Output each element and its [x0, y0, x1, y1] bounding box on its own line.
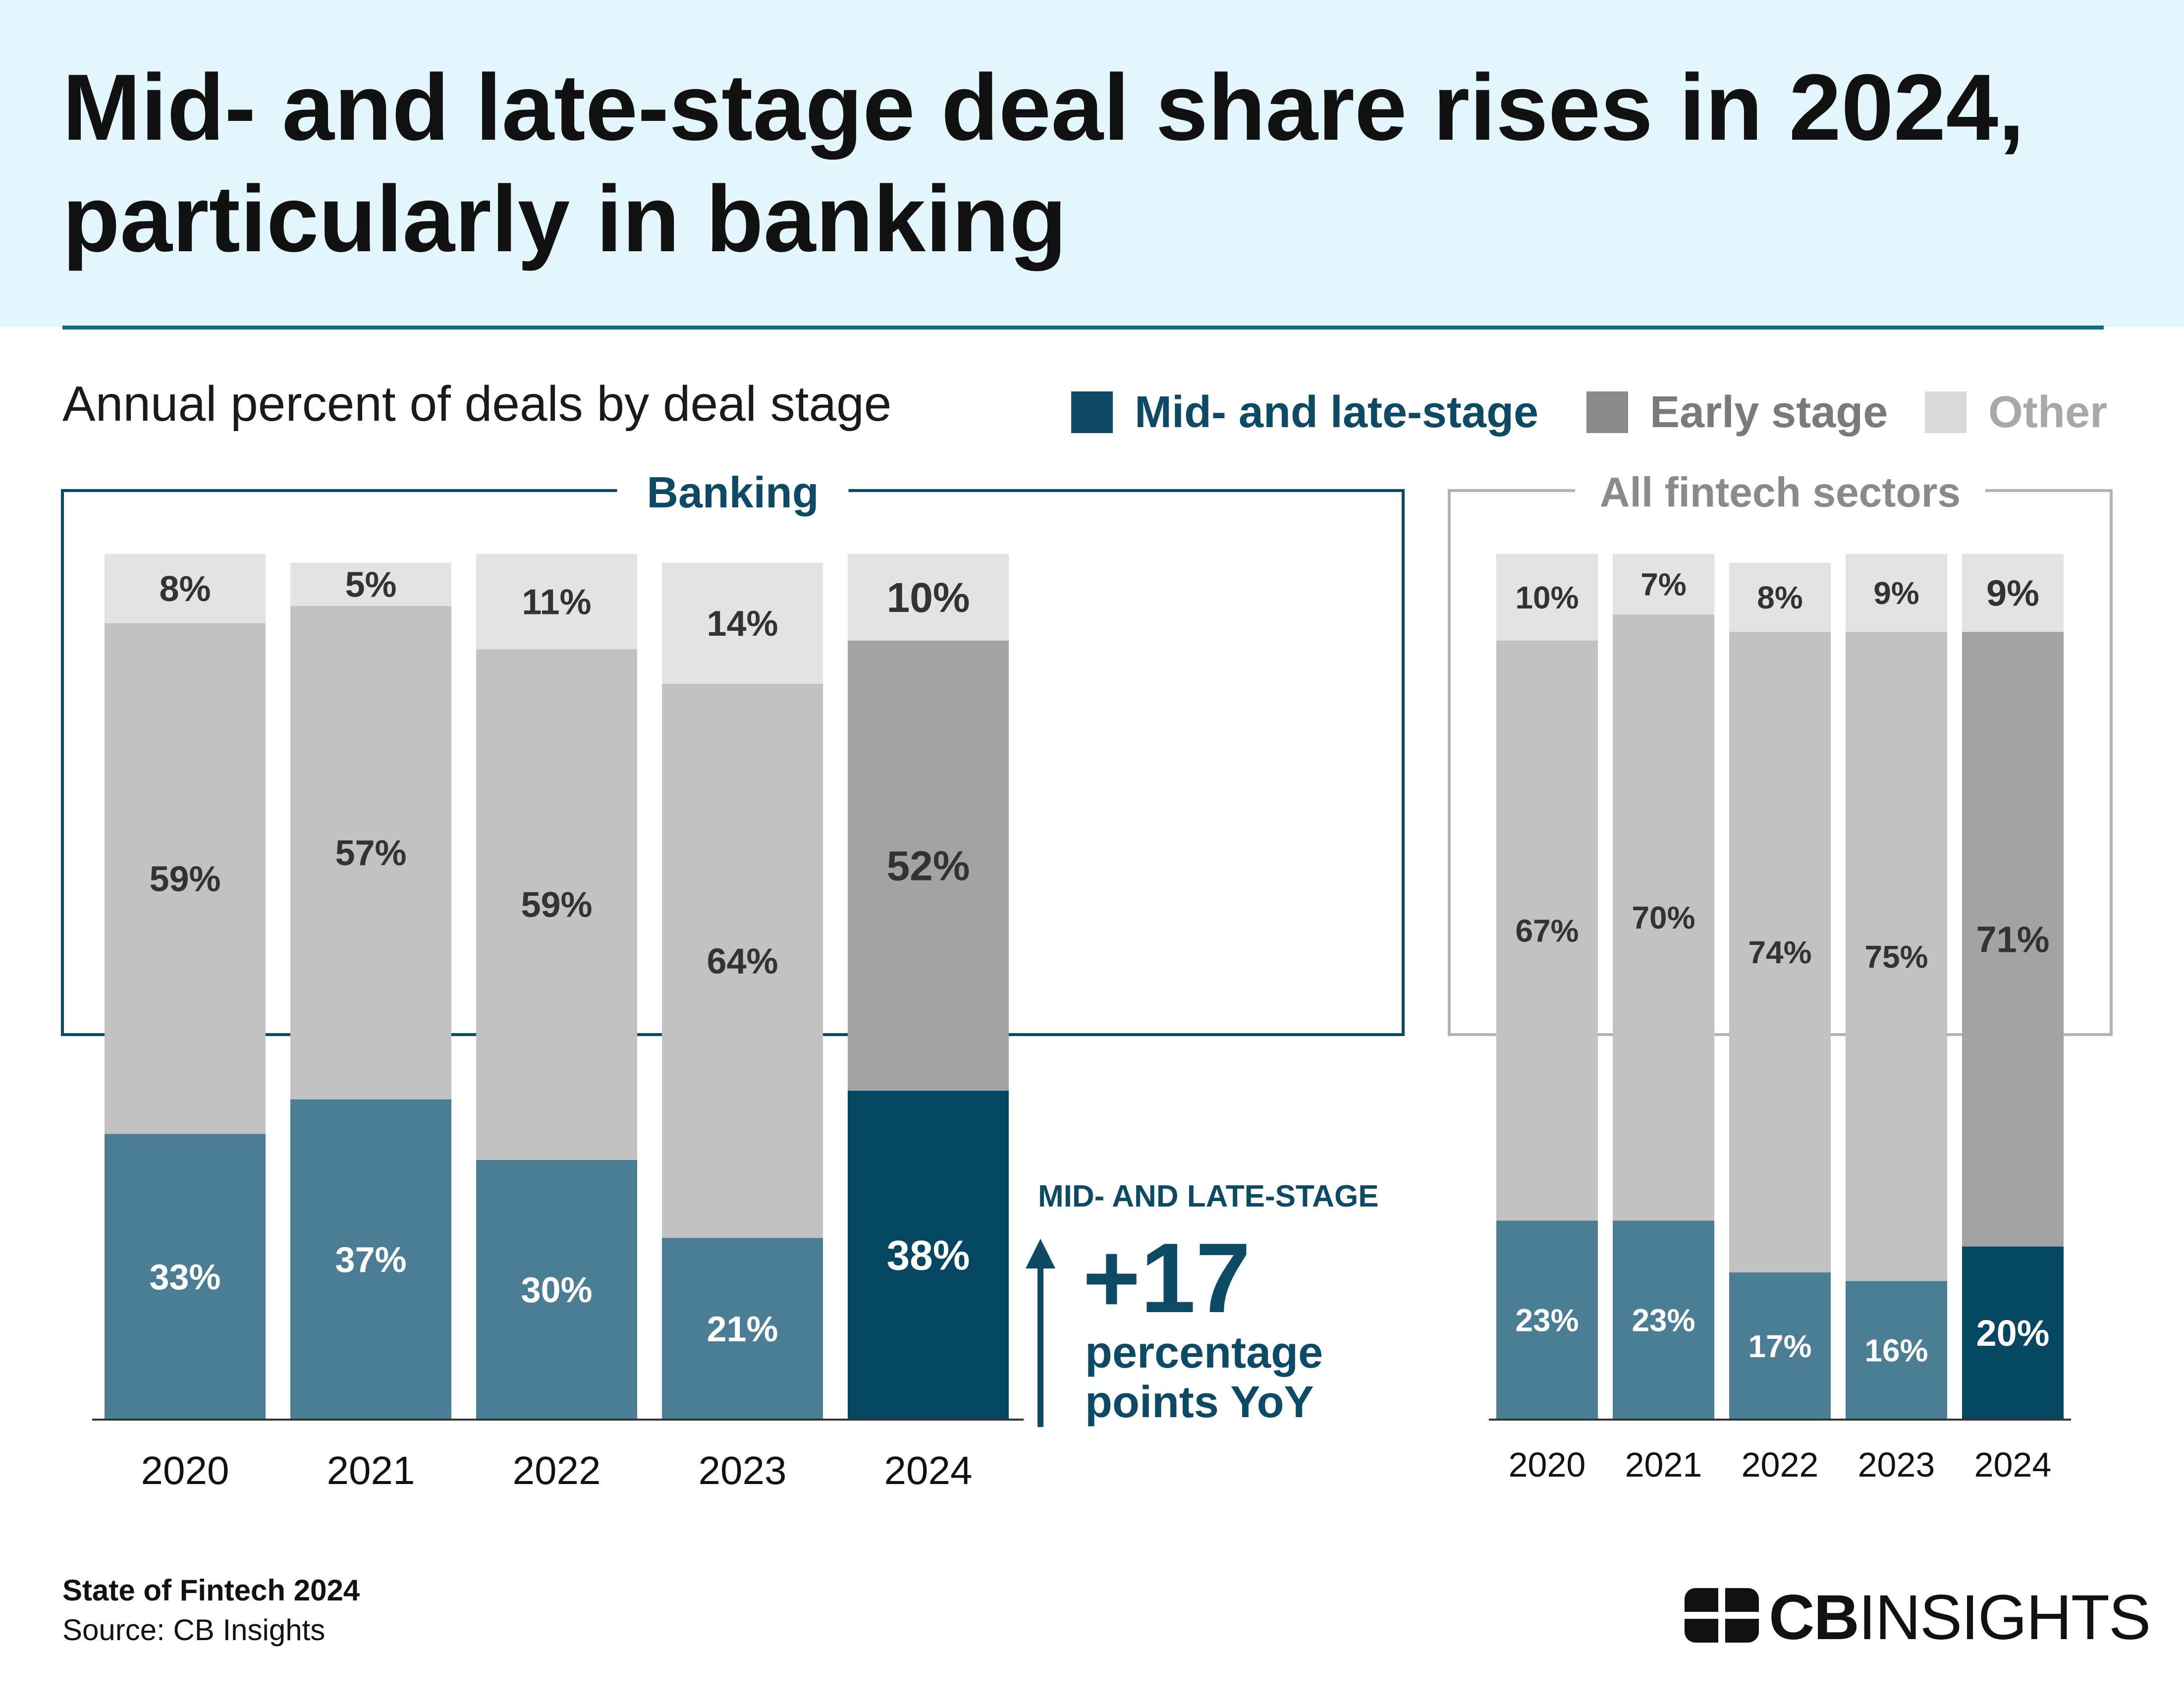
value-label-banking-2021-other: 5% [345, 565, 396, 605]
bar-banking-2024-other [848, 554, 1009, 641]
x-tick-banking-2020: 2020 [141, 1448, 229, 1492]
bar-fintech-2022-early-stage [1729, 632, 1831, 1273]
footer-source: Source: CB Insights [62, 1613, 326, 1647]
bar-fintech-2024-early-stage [1962, 632, 2064, 1247]
bar-fintech-2023-mid-late [1846, 1281, 1947, 1420]
bar-banking-2020-early-stage [105, 623, 266, 1134]
bar-banking-2022-mid-late [476, 1159, 637, 1420]
bar-fintech-2020-other [1496, 554, 1598, 641]
x-tick-fintech-2020: 2020 [1509, 1445, 1586, 1484]
bar-fintech-2024-other [1962, 554, 2064, 632]
x-tick-banking-2023: 2023 [699, 1448, 787, 1492]
value-label-banking-2023-mid-late: 21% [707, 1310, 778, 1349]
legend-label-early-stage: Early stage [1650, 387, 1888, 437]
value-label-banking-2021-mid-late: 37% [335, 1240, 406, 1280]
up-arrow-icon [1026, 1239, 1055, 1427]
value-label-banking-2023-other: 14% [707, 604, 778, 644]
value-label-fintech-2024-early-stage: 71% [1976, 919, 2049, 960]
bar-fintech-2022-mid-late [1729, 1272, 1831, 1420]
value-label-banking-2023-early-stage: 64% [707, 941, 778, 981]
bar-fintech-2020-early-stage [1496, 640, 1598, 1221]
bar-fintech-2023-other [1846, 554, 1947, 632]
value-label-fintech-2024-other: 9% [1986, 573, 2039, 614]
value-label-fintech-2022-other: 8% [1757, 580, 1803, 615]
bar-fintech-2020-mid-late [1496, 1220, 1598, 1420]
bar-banking-2021-mid-late [290, 1099, 451, 1420]
value-label-banking-2022-mid-late: 30% [521, 1270, 592, 1310]
panel-title-fintech: All fintech sectors [1600, 469, 1961, 515]
bar-fintech-2022-other [1729, 562, 1831, 632]
footer-report-title: State of Fintech 2024 [62, 1574, 360, 1607]
value-label-banking-2024-other: 10% [886, 574, 970, 621]
value-label-banking-2024-mid-late: 38% [886, 1232, 970, 1278]
legend-swatch-early-stage [1586, 391, 1628, 433]
cb-insights-wordmark: CBINSIGHTS [1769, 1582, 2151, 1653]
cb-insights-logo: CBINSIGHTS [1685, 1583, 2151, 1652]
value-label-fintech-2023-mid-late: 16% [1864, 1333, 1928, 1369]
value-label-banking-2020-other: 8% [159, 569, 211, 609]
x-tick-fintech-2022: 2022 [1742, 1445, 1819, 1484]
bar-banking-2024-mid-late [848, 1091, 1009, 1420]
value-label-banking-2021-early-stage: 57% [335, 833, 406, 873]
x-tick-banking-2022: 2022 [513, 1448, 601, 1492]
value-label-fintech-2022-mid-late: 17% [1748, 1328, 1811, 1364]
value-label-fintech-2020-mid-late: 23% [1515, 1302, 1579, 1338]
bar-banking-2021-other [290, 562, 451, 606]
callout-kicker: MID- AND LATE-STAGE [1038, 1179, 1379, 1213]
bar-fintech-2021-other [1613, 554, 1714, 615]
bar-fintech-2024-mid-late [1962, 1246, 2064, 1420]
bar-fintech-2023-early-stage [1846, 632, 1947, 1281]
bar-banking-2022-other [476, 554, 637, 650]
bar-banking-2020-other [105, 554, 266, 623]
chart-subtitle: Annual percent of deals by deal stage [62, 376, 892, 432]
value-label-fintech-2020-other: 10% [1515, 580, 1579, 615]
value-label-banking-2022-other: 11% [522, 582, 591, 622]
value-label-fintech-2022-early-stage: 74% [1748, 935, 1811, 970]
bar-banking-2023-mid-late [662, 1238, 823, 1420]
legend-swatch-other [1925, 391, 1966, 433]
bar-banking-2024-early-stage [848, 640, 1009, 1091]
cb-insights-mark-icon [1685, 1588, 1759, 1643]
callout-value: +17 [1083, 1223, 1251, 1333]
bar-banking-2020-mid-late [105, 1134, 266, 1420]
bar-fintech-2021-early-stage [1613, 614, 1714, 1221]
page-title: Mid- and late-stage deal share rises in … [62, 55, 2024, 272]
x-tick-fintech-2024: 2024 [1974, 1445, 2052, 1484]
x-tick-banking-2024: 2024 [884, 1448, 973, 1492]
header-band [0, 0, 2184, 327]
x-tick-banking-2021: 2021 [327, 1448, 415, 1492]
title-divider [62, 326, 2104, 330]
x-tick-fintech-2021: 2021 [1625, 1445, 1702, 1484]
value-label-fintech-2021-other: 7% [1640, 567, 1687, 603]
value-label-banking-2020-mid-late: 33% [149, 1258, 220, 1297]
bar-banking-2022-early-stage [476, 649, 637, 1160]
panel-title-banking: Banking [647, 468, 819, 517]
value-label-banking-2022-early-stage: 59% [521, 885, 592, 925]
legend-label-mid-late: Mid- and late-stage [1135, 387, 1539, 437]
bar-banking-2021-early-stage [290, 606, 451, 1100]
value-label-fintech-2020-early-stage: 67% [1515, 913, 1579, 948]
value-label-fintech-2023-early-stage: 75% [1864, 939, 1928, 975]
bar-banking-2023-early-stage [662, 684, 823, 1238]
value-label-fintech-2021-early-stage: 70% [1632, 900, 1695, 936]
value-label-fintech-2021-mid-late: 23% [1632, 1302, 1695, 1338]
legend-label-other: Other [1988, 387, 2108, 437]
x-tick-fintech-2023: 2023 [1858, 1445, 1935, 1484]
legend-swatch-mid-late [1071, 391, 1113, 433]
value-label-banking-2024-early-stage: 52% [886, 842, 970, 889]
callout-text: percentage points YoY [1085, 1328, 1323, 1427]
value-label-fintech-2024-mid-late: 20% [1976, 1313, 2049, 1354]
bar-fintech-2021-mid-late [1613, 1220, 1714, 1420]
bar-banking-2023-other [662, 562, 823, 684]
value-label-fintech-2023-other: 9% [1873, 575, 1919, 611]
value-label-banking-2020-early-stage: 59% [149, 859, 220, 899]
